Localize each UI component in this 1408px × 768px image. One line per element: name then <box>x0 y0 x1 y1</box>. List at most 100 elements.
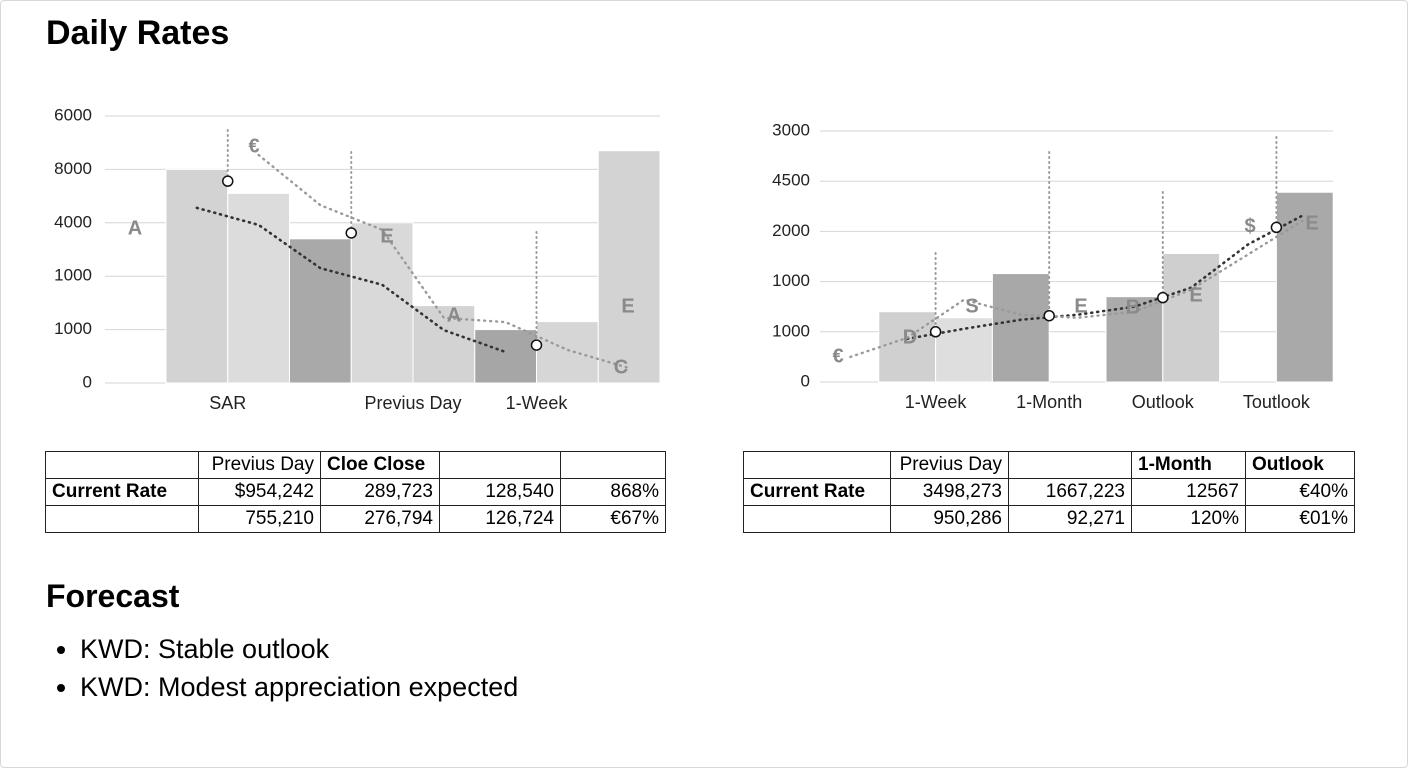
x-tick-label: SAR <box>209 393 246 413</box>
table-cell: 289,723 <box>320 478 440 506</box>
forecast-item: KWD: Modest appreciation expected <box>80 668 518 706</box>
table-cell <box>45 451 199 479</box>
table-cell: Cloe Close <box>320 451 440 479</box>
table-cell: 1-Month <box>1131 451 1246 479</box>
annotation: E <box>621 295 634 317</box>
annotation: E <box>1074 295 1087 317</box>
table-row: Current Rate 3498,273 1667,223 12567 €40% <box>743 478 1355 506</box>
rates-table: Previus Day 1-Month Outlook Current Rate 349… <box>743 451 1355 533</box>
bar <box>1105 296 1164 383</box>
table-cell: 120% <box>1131 505 1246 533</box>
bar <box>1162 252 1221 383</box>
table-row: Current Rate $954,242 289,723 128,540 868% <box>45 478 666 506</box>
marker <box>929 326 942 338</box>
annotation: E <box>1305 212 1318 234</box>
forecast-item: KWD: Stable outlook <box>80 630 518 668</box>
annotation: A <box>128 217 142 239</box>
table-cell: 950,286 <box>890 505 1009 533</box>
table-row: 950,286 92,271 120% €01% <box>743 505 1355 533</box>
y-tick-label: 4500 <box>772 171 810 190</box>
table-cell: 3498,273 <box>890 478 1009 506</box>
table-cell: $954,242 <box>198 478 321 506</box>
y-tick-label: 1000 <box>772 271 810 290</box>
y-tick-label: 1000 <box>54 319 92 338</box>
y-tick-label: 8000 <box>54 159 92 178</box>
table-cell: 868% <box>560 478 666 506</box>
annotation: € <box>832 345 843 367</box>
bar <box>289 238 352 384</box>
table-cell: 12567 <box>1131 478 1246 506</box>
y-tick-label: 1000 <box>772 321 810 340</box>
table-row: Previus Day 1-Month Outlook <box>743 451 1355 479</box>
y-tick-label: 3000 <box>772 120 810 139</box>
y-tick-label: 0 <box>83 372 92 391</box>
table-cell <box>743 505 891 533</box>
table-row: Previus Day Cloe Close <box>45 451 666 479</box>
bar <box>878 311 937 383</box>
table-cell: 276,794 <box>320 505 440 533</box>
table-cell: 126,724 <box>439 505 561 533</box>
table-cell: €01% <box>1245 505 1355 533</box>
y-tick-label: 4000 <box>54 212 92 231</box>
table-cell: 755,210 <box>198 505 321 533</box>
bar <box>536 321 599 384</box>
table-cell <box>439 451 561 479</box>
table-cell: Outlook <box>1245 451 1355 479</box>
table-cell: €40% <box>1245 478 1355 506</box>
bar <box>991 273 1050 383</box>
forecast-heading: Forecast <box>46 578 180 614</box>
rates-table: Previus Day Cloe Close Current Rate $954,24… <box>45 451 666 533</box>
table-cell: €67% <box>560 505 666 533</box>
trend-line <box>905 213 1307 341</box>
trend-line <box>257 153 631 370</box>
x-tick-label: 1-Week <box>905 392 968 412</box>
table-cell: Previus Day <box>198 451 321 479</box>
annotation: S <box>965 295 978 317</box>
marker <box>1043 309 1055 322</box>
x-tick-label: 1-Week <box>506 393 569 413</box>
table-cell <box>1008 451 1132 479</box>
table-cell: Current Rate <box>743 478 891 506</box>
marker <box>1157 291 1169 304</box>
y-tick-label: 0 <box>801 371 810 390</box>
page-title: Daily Rates <box>46 14 230 52</box>
bar <box>350 222 414 384</box>
bar <box>165 168 229 384</box>
marker <box>1270 221 1283 234</box>
annotation: $ <box>1244 215 1255 237</box>
table-cell: 128,540 <box>439 478 561 506</box>
x-tick-label: Previus Day <box>364 393 461 413</box>
bar <box>935 317 993 383</box>
table-cell: 92,271 <box>1008 505 1132 533</box>
x-tick-label: Toutlook <box>1243 392 1311 412</box>
table-cell: Previus Day <box>890 451 1009 479</box>
x-tick-label: Outlook <box>1132 392 1195 412</box>
table-cell <box>560 451 666 479</box>
x-tick-label: 1-Month <box>1016 392 1082 412</box>
trend-line <box>195 206 507 354</box>
marker <box>345 227 357 239</box>
annotation: E <box>1189 284 1202 306</box>
table-cell <box>45 505 199 533</box>
annotation: E <box>380 225 393 247</box>
table-cell <box>743 451 891 479</box>
bar <box>474 329 537 384</box>
y-tick-label: 6000 <box>54 105 92 124</box>
table-row: 755,210 276,794 126,724 €67% <box>45 505 666 533</box>
annotation: € <box>248 135 259 157</box>
bar <box>597 150 661 384</box>
annotation: D <box>903 326 917 348</box>
table-cell: 1667,223 <box>1008 478 1132 506</box>
annotation: B <box>1126 296 1140 318</box>
forecast-list: KWD: Stable outlookKWD: Modest appreciat… <box>52 630 518 706</box>
y-tick-label: 1000 <box>54 266 92 285</box>
table-cell: Current Rate <box>45 478 199 506</box>
y-tick-label: 2000 <box>772 221 810 240</box>
annotation: C <box>614 356 628 378</box>
annotation: A <box>447 304 461 326</box>
marker <box>530 339 543 351</box>
marker <box>222 175 234 187</box>
bar <box>227 192 290 384</box>
